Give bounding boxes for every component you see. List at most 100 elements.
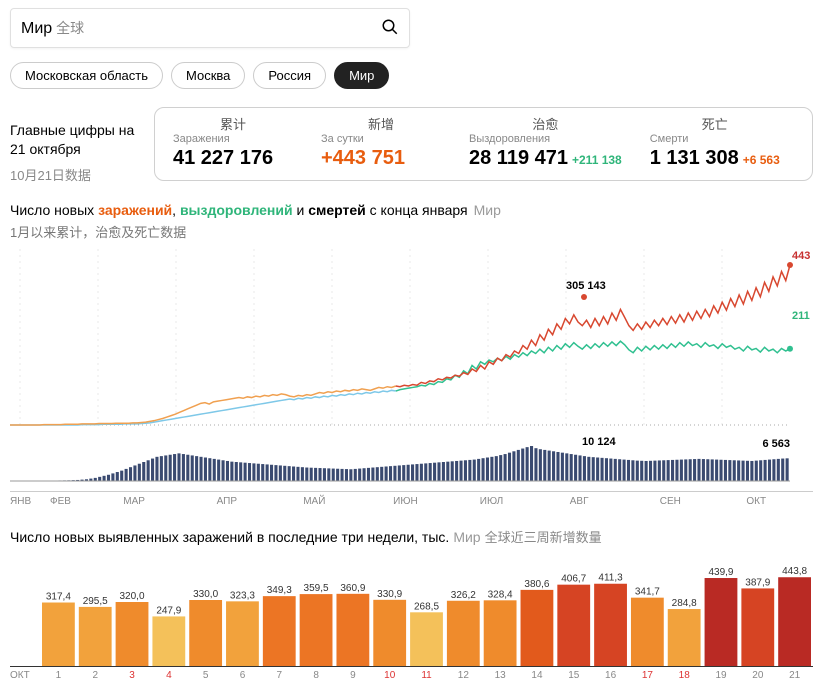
stat-value: 41 227 176 [173,147,293,170]
month-label: ИЮН [393,496,480,507]
region-pill[interactable]: Россия [253,62,326,89]
day-label: 7 [261,670,298,681]
svg-text:305 143: 305 143 [566,280,606,292]
month-label: АВГ [570,496,660,507]
svg-text:268,5: 268,5 [414,601,439,612]
svg-text:326,2: 326,2 [451,590,476,601]
month-label: ФЕВ [50,496,123,507]
svg-text:341,7: 341,7 [635,586,660,597]
stat-col: 死亡Смерти 1 131 308+6 563 [650,114,780,170]
bar [263,596,296,666]
stat-top: 治愈 [469,114,622,133]
stat-sub: За сутки [321,133,441,145]
day-label: 12 [445,670,482,681]
stat-col: 新增За сутки +443 751 [321,114,441,170]
svg-text:247,9: 247,9 [156,605,181,616]
stat-sub: Выздоровления [469,133,622,145]
svg-text:6 563: 6 563 [762,438,790,450]
svg-text:328,4: 328,4 [488,589,513,600]
svg-text:323,3: 323,3 [230,590,255,601]
search-text: Мир全球 [21,18,381,38]
svg-text:387,9: 387,9 [745,577,770,588]
svg-text:284,8: 284,8 [672,598,697,609]
day-label: 16 [592,670,629,681]
stat-top: 累计 [173,114,293,133]
bar [373,600,406,666]
day-label: 3 [114,670,151,681]
line-chart-title: Число новых заражений, выздоровлений и с… [10,202,813,218]
stat-col: 累计Заражения 41 227 176 [173,114,293,170]
svg-text:330,0: 330,0 [193,589,218,600]
svg-text:406,7: 406,7 [561,573,586,584]
svg-text:320,0: 320,0 [120,591,145,602]
svg-text:349,3: 349,3 [267,585,292,596]
svg-text:330,9: 330,9 [377,589,402,600]
day-label: 4 [150,670,187,681]
month-label: АПР [217,496,304,507]
stats-date-label: Главные цифры на 21 октября 10月21日数据 [10,107,136,184]
month-label: МАР [123,496,216,507]
day-label: 10 [371,670,408,681]
bar [594,584,627,666]
bar [152,616,185,666]
svg-text:380,6: 380,6 [524,579,549,590]
bar [447,601,480,666]
region-pill[interactable]: Московская область [10,62,163,89]
day-label: 6 [224,670,261,681]
day-label: 13 [482,670,519,681]
day-label: 8 [298,670,335,681]
stat-sub: Смерти [650,133,780,145]
day-label: 21 [776,670,813,681]
day-label: 15 [555,670,592,681]
stat-delta: +211 138 [572,153,622,167]
stats-row: Главные цифры на 21 октября 10月21日数据 累计З… [10,107,813,184]
day-label: 9 [335,670,372,681]
axis-month-label: ОКТ [10,670,40,681]
stat-top: 新增 [321,114,441,133]
svg-text:211 138: 211 138 [792,310,813,322]
svg-text:443 751: 443 751 [792,250,813,262]
bar [336,594,369,666]
day-label: 1 [40,670,77,681]
month-label: ИЮЛ [480,496,570,507]
stat-value: 28 119 471+211 138 [469,147,622,170]
svg-text:439,9: 439,9 [708,567,733,578]
svg-text:295,5: 295,5 [83,596,108,607]
bar [189,600,222,666]
month-label: ОКТ [746,496,813,507]
day-label: 14 [519,670,556,681]
stat-top: 死亡 [650,114,780,133]
day-label: 18 [666,670,703,681]
search-box[interactable]: Мир全球 [10,8,410,48]
svg-text:443,8: 443,8 [782,566,807,577]
stat-sub: Заражения [173,133,293,145]
svg-text:360,9: 360,9 [340,583,365,594]
stats-card: 累计Заражения 41 227 176 新增За сутки +443 751 治… [154,107,813,181]
search-row: Мир全球 [10,8,813,48]
search-sub: 全球 [56,20,84,36]
bar [42,602,75,665]
bar [226,601,259,666]
day-label: 19 [703,670,740,681]
stat-col: 治愈Выздоровления 28 119 471+211 138 [469,114,622,170]
bar [79,607,112,666]
month-label: СЕН [660,496,747,507]
stat-value: +443 751 [321,147,441,170]
bar [557,584,590,665]
bar [705,578,738,666]
day-label: 17 [629,670,666,681]
region-pill[interactable]: Мир [334,62,389,89]
search-icon[interactable] [381,18,399,39]
svg-text:411,3: 411,3 [598,573,623,584]
day-label: 2 [77,670,114,681]
deaths-mini-chart: 10 1246 563 [10,435,813,489]
day-axis: ОКТ123456789101112131415161718192021 [10,666,813,681]
day-label: 20 [739,670,776,681]
stat-value: 1 131 308+6 563 [650,147,780,170]
bar [300,594,333,666]
month-axis: ЯНВФЕВМАРАПРМАЙИЮНИЮЛАВГСЕНОКТ [10,491,813,507]
region-pill[interactable]: Москва [171,62,245,89]
three-week-title: Число новых выявленных заражений в после… [10,527,813,546]
region-pills: Московская область Москва Россия Мир [10,62,813,89]
bar [116,602,149,666]
